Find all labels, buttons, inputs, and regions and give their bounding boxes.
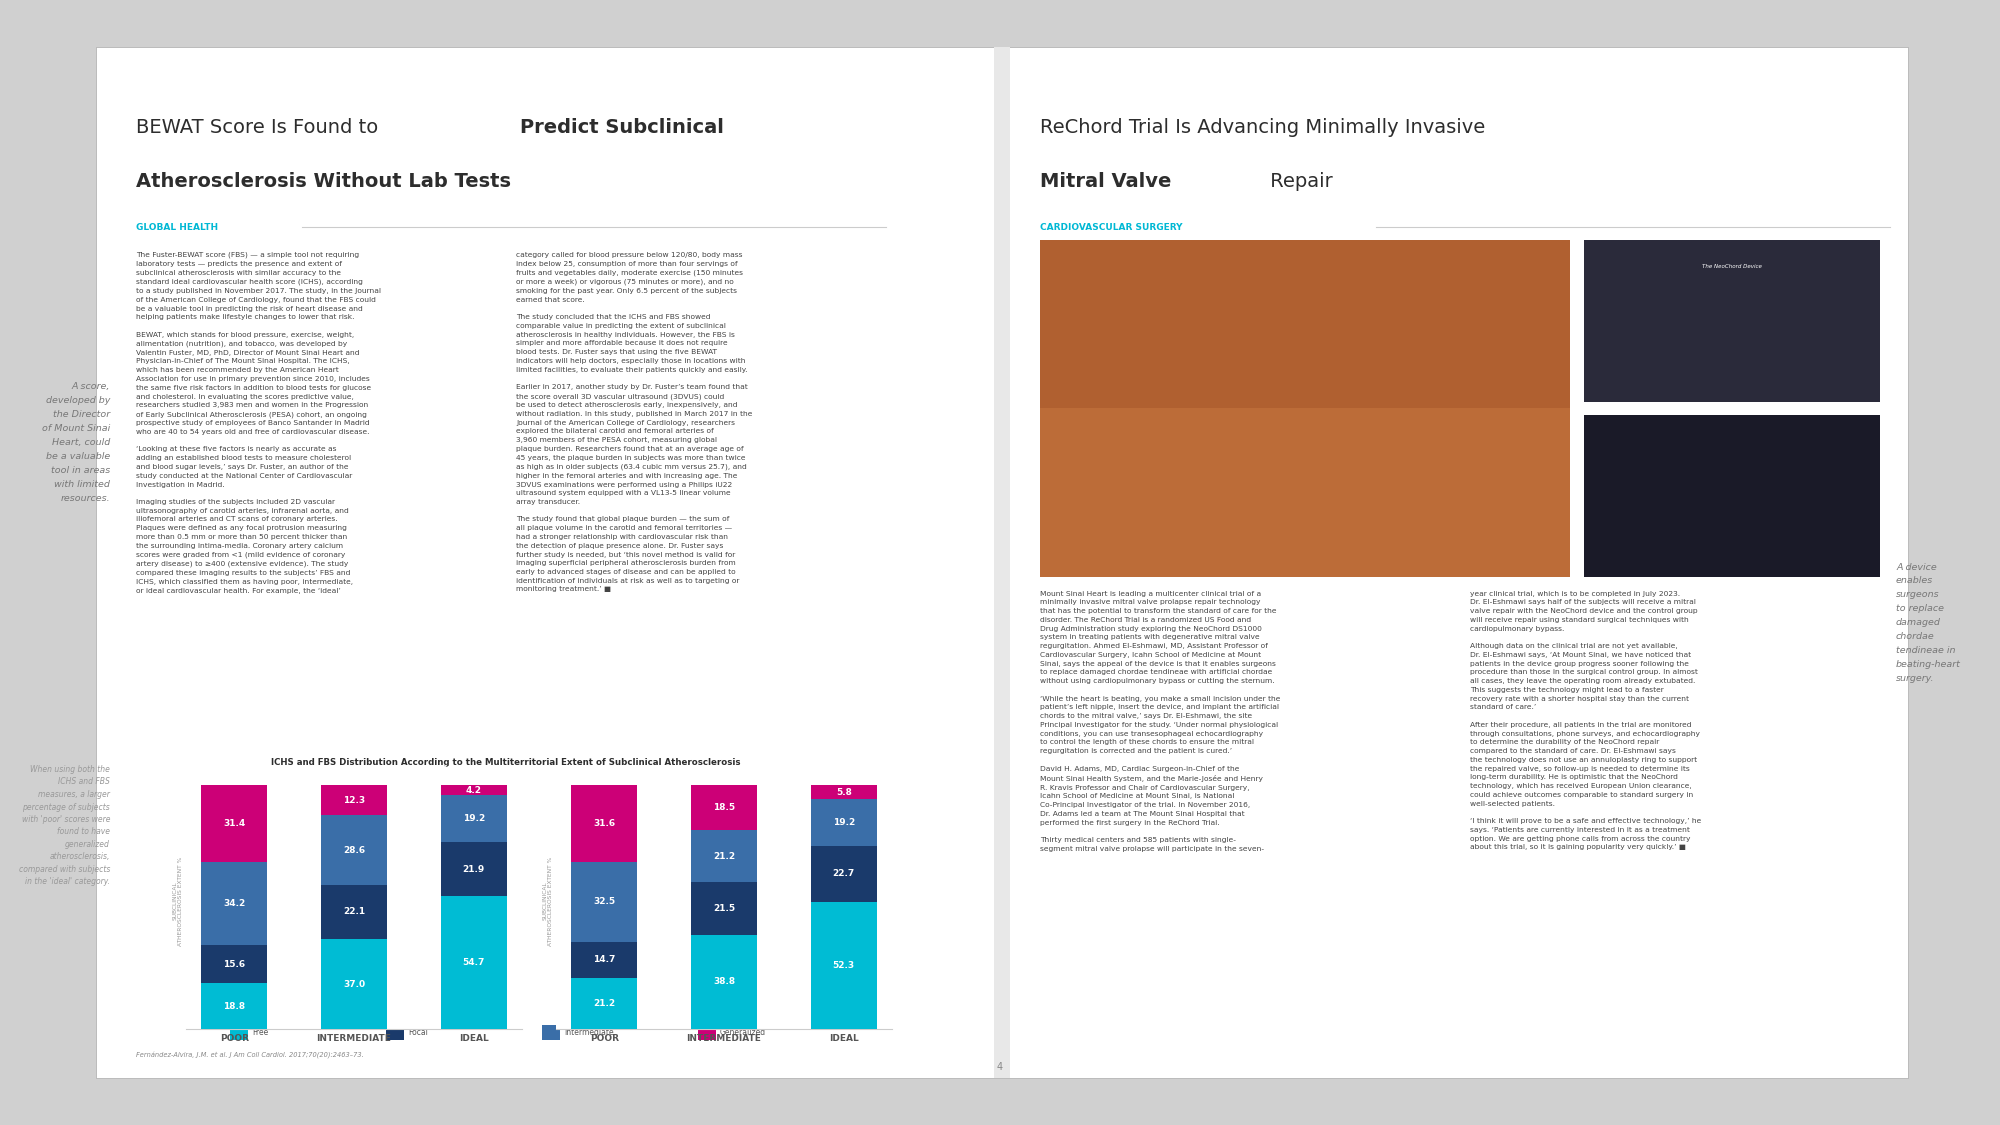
Text: 52.3: 52.3 <box>832 961 854 970</box>
Text: 54.7: 54.7 <box>462 958 484 968</box>
Text: 32.5: 32.5 <box>594 898 616 907</box>
Bar <box>440 785 506 795</box>
Text: CARDIOVASCULAR SURGERY: CARDIOVASCULAR SURGERY <box>1040 223 1182 232</box>
Bar <box>230 1025 248 1040</box>
Text: 4: 4 <box>996 1062 1004 1071</box>
Text: 28.6: 28.6 <box>342 846 366 855</box>
Bar <box>1584 240 1880 402</box>
Bar <box>810 846 876 901</box>
Bar <box>440 795 506 843</box>
Text: The NeoChord Device: The NeoChord Device <box>1702 264 1762 269</box>
Bar <box>322 785 386 816</box>
Text: 21.2: 21.2 <box>594 999 616 1008</box>
Bar <box>202 945 268 983</box>
Text: 31.4: 31.4 <box>224 819 246 828</box>
Bar <box>810 785 876 799</box>
Text: GLOBAL HEALTH: GLOBAL HEALTH <box>136 223 218 232</box>
Text: 19.2: 19.2 <box>832 818 854 827</box>
Bar <box>810 799 876 846</box>
Text: 37.0: 37.0 <box>342 980 366 989</box>
Text: 18.5: 18.5 <box>712 803 736 812</box>
Text: 22.1: 22.1 <box>342 908 366 917</box>
Bar <box>440 896 506 1029</box>
Bar <box>572 862 638 942</box>
Text: Focal: Focal <box>408 1028 428 1037</box>
Text: 22.7: 22.7 <box>832 870 854 879</box>
Text: The Fuster-BEWAT score (FBS) — a simple tool not requiring
laboratory tests — pr: The Fuster-BEWAT score (FBS) — a simple … <box>136 252 380 594</box>
Text: 21.5: 21.5 <box>712 903 736 912</box>
Y-axis label: SUBCLINICAL
ATHEROSCLEROSIS EXTENT %: SUBCLINICAL ATHEROSCLEROSIS EXTENT % <box>542 856 554 946</box>
Text: 31.6: 31.6 <box>594 819 616 828</box>
Bar <box>692 785 756 830</box>
Text: Repair: Repair <box>1264 172 1332 191</box>
Text: A device
enables
surgeons
to replace
damaged
chordae
tendineae in
beating-heart
: A device enables surgeons to replace dam… <box>1896 562 1960 683</box>
Y-axis label: SUBCLINICAL
ATHEROSCLEROSIS EXTENT %: SUBCLINICAL ATHEROSCLEROSIS EXTENT % <box>172 856 184 946</box>
Text: 4.2: 4.2 <box>466 785 482 794</box>
Text: 19.2: 19.2 <box>462 814 484 824</box>
Text: Generalized: Generalized <box>720 1028 766 1037</box>
Bar <box>440 843 506 896</box>
Text: 14.7: 14.7 <box>594 955 616 964</box>
Bar <box>1584 415 1880 577</box>
Text: BEWAT Score Is Found to: BEWAT Score Is Found to <box>136 118 384 137</box>
Text: A score,
developed by
the Director
of Mount Sinai
Heart, could
be a valuable
too: A score, developed by the Director of Mo… <box>42 382 110 503</box>
Bar <box>202 785 268 862</box>
Bar <box>542 1025 560 1040</box>
Bar <box>692 935 756 1029</box>
Text: ReChord Trial Is Advancing Minimally Invasive: ReChord Trial Is Advancing Minimally Inv… <box>1040 118 1486 137</box>
Text: When using both the
ICHS and FBS
measures, a larger
percentage of subjects
with : When using both the ICHS and FBS measure… <box>18 765 110 886</box>
Text: Intermediate: Intermediate <box>564 1028 614 1037</box>
Bar <box>692 882 756 935</box>
Text: 21.2: 21.2 <box>712 852 736 861</box>
Text: FBS SUBCLINICAL ATHEROSCLEROSIS EXTENT: FBS SUBCLINICAL ATHEROSCLEROSIS EXTENT <box>632 766 816 772</box>
Text: 34.2: 34.2 <box>224 899 246 908</box>
Text: Atherosclerosis Without Lab Tests: Atherosclerosis Without Lab Tests <box>136 172 512 191</box>
Text: 5.8: 5.8 <box>836 788 852 796</box>
Bar <box>1040 240 1570 577</box>
Text: Mitral Valve: Mitral Valve <box>1040 172 1172 191</box>
Bar <box>572 978 638 1029</box>
Bar <box>572 942 638 978</box>
Text: ICHS and FBS Distribution According to the Multiterritorial Extent of Subclinica: ICHS and FBS Distribution According to t… <box>272 758 740 767</box>
Bar <box>322 816 386 885</box>
Text: 18.8: 18.8 <box>224 1002 246 1011</box>
Bar <box>994 47 1010 1078</box>
Text: 21.9: 21.9 <box>462 864 484 873</box>
Text: Predict Subclinical: Predict Subclinical <box>520 118 724 137</box>
Bar <box>1040 408 1570 577</box>
Text: year clinical trial, which is to be completed in July 2023.
Dr. El-Eshmawi says : year clinical trial, which is to be comp… <box>1470 591 1702 850</box>
Text: 15.6: 15.6 <box>224 960 246 969</box>
Bar <box>322 885 386 939</box>
Text: category called for blood pressure below 120/80, body mass
index below 25, consu: category called for blood pressure below… <box>516 252 752 593</box>
Text: ICHS AND SUBCLINICAL ATHEROSCLEROSIS EXTENT: ICHS AND SUBCLINICAL ATHEROSCLEROSIS EXT… <box>250 766 458 772</box>
Text: Mount Sinai Heart is leading a multicenter clinical trial of a
minimally invasiv: Mount Sinai Heart is leading a multicent… <box>1040 591 1280 852</box>
Text: Fernández-Alvira, J.M. et al. J Am Coll Cardiol. 2017;70(20):2463–73.: Fernández-Alvira, J.M. et al. J Am Coll … <box>136 1052 364 1059</box>
Bar <box>202 862 268 945</box>
Text: 12.3: 12.3 <box>342 795 366 804</box>
Bar <box>386 1025 404 1040</box>
Bar <box>692 830 756 882</box>
Bar <box>202 983 268 1029</box>
Text: 38.8: 38.8 <box>712 978 736 987</box>
Text: Free: Free <box>252 1028 268 1037</box>
Bar <box>572 785 638 862</box>
Bar <box>698 1025 716 1040</box>
Bar <box>322 939 386 1029</box>
Bar <box>810 901 876 1029</box>
